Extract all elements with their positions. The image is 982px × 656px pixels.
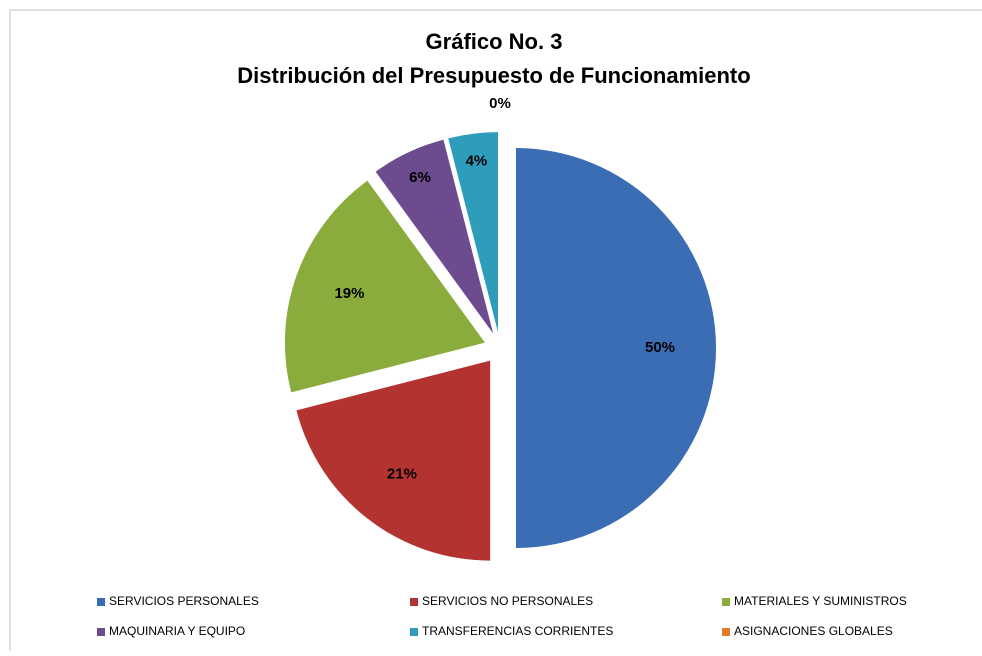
legend-label: MAQUINARIA Y EQUIPO — [109, 624, 245, 638]
pie-slice — [284, 180, 485, 393]
legend-swatch — [722, 628, 730, 636]
pie-slice — [448, 132, 498, 333]
data-label: 19% — [334, 285, 364, 302]
legend-label: TRANSFERENCIAS CORRIENTES — [422, 624, 613, 638]
legend-label: SERVICIOS NO PERSONALES — [422, 594, 593, 608]
data-label: 6% — [409, 169, 431, 186]
chart-title: Gráfico No. 3 — [426, 29, 563, 54]
chart-frame — [9, 9, 982, 656]
data-label: 21% — [387, 465, 417, 482]
legend-swatch — [410, 598, 418, 606]
legend-swatch — [97, 598, 105, 606]
pie-slice — [375, 139, 494, 334]
legend-swatch — [97, 628, 105, 636]
legend-swatch — [410, 628, 418, 636]
legend-label: ASIGNACIONES GLOBALES — [734, 624, 893, 638]
legend-swatch — [722, 598, 730, 606]
data-label: 4% — [466, 152, 488, 169]
legend-label: MATERIALES Y SUMINISTROS — [734, 594, 907, 608]
pie-slice — [296, 360, 491, 561]
data-label: 0% — [489, 95, 511, 112]
legend-label: SERVICIOS PERSONALES — [109, 594, 259, 608]
chart-subtitle: Distribución del Presupuesto de Funciona… — [237, 63, 750, 88]
data-label: 50% — [645, 339, 675, 356]
pie-slice — [516, 148, 716, 548]
